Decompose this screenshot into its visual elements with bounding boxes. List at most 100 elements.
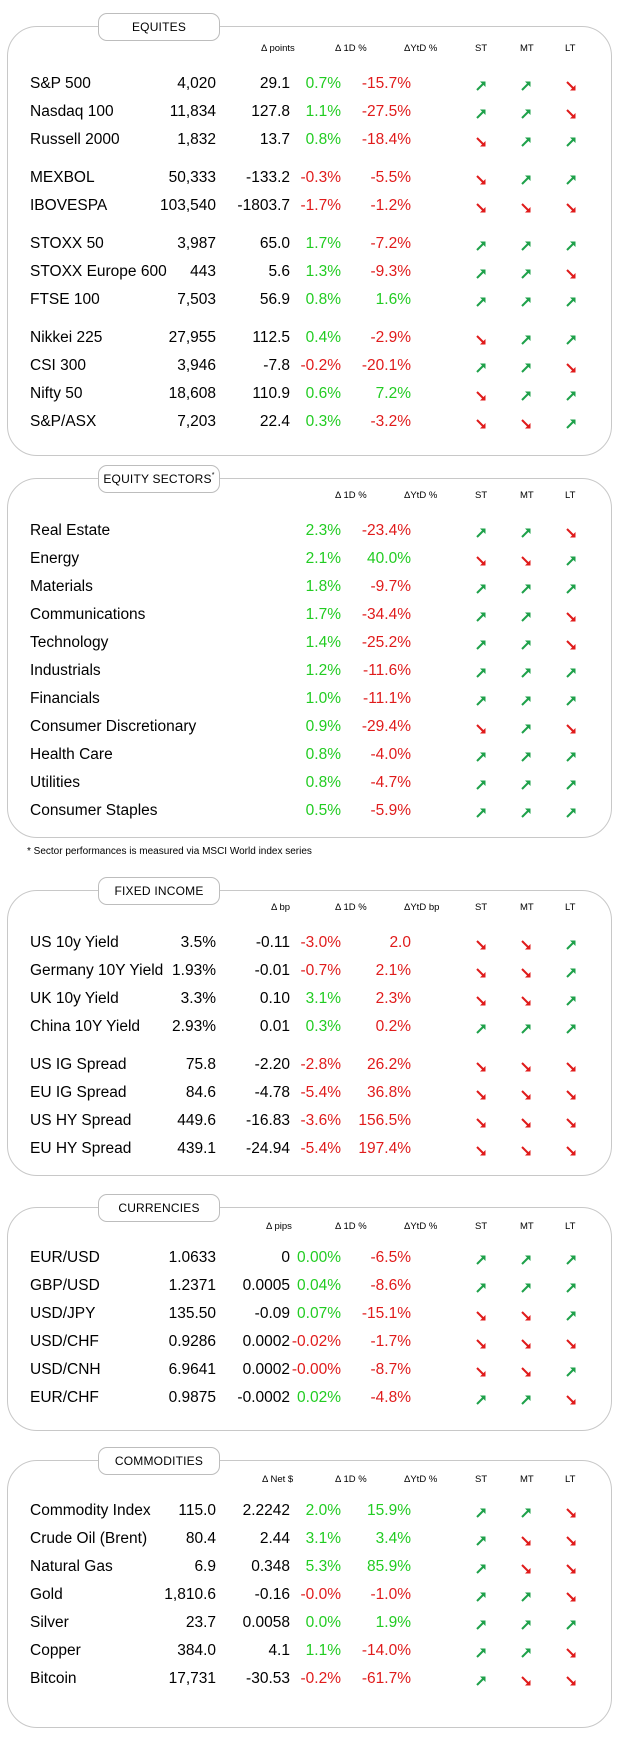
trend-st-down-arrow-icon — [475, 1337, 487, 1349]
trend-mt-down-arrow-icon — [520, 1365, 532, 1377]
row-value: 1.93% — [172, 962, 216, 979]
row-1d-change: 1.3% — [305, 263, 341, 280]
row-ytd-change: -15.7% — [361, 75, 411, 92]
trend-lt-down-arrow-icon — [565, 1144, 577, 1156]
row-name: FTSE 100 — [30, 291, 100, 308]
trend-lt-down-arrow-icon — [565, 107, 577, 119]
header-change: Δ bp — [271, 902, 291, 913]
table-row: S&P/ASX 7,203 22.4 0.3% -3.2% — [8, 408, 611, 436]
row-1d-change: -0.0% — [300, 1586, 342, 1603]
row-name: USD/CHF — [30, 1333, 99, 1350]
trend-lt-up-arrow-icon — [565, 1253, 577, 1265]
header-mt: MT — [520, 902, 534, 913]
row-name: Real Estate — [30, 522, 111, 539]
header-ytd: ΔYtD % — [404, 1221, 438, 1232]
trend-mt-down-arrow-icon — [520, 417, 532, 429]
row-change: -24.94 — [246, 1140, 290, 1157]
row-value: 115.0 — [178, 1502, 216, 1519]
table-row: Technology 1.4% -25.2% — [8, 629, 611, 657]
row-name: Commodity Index — [30, 1502, 151, 1519]
row-value: 135.50 — [168, 1305, 216, 1322]
table-row: Germany 10Y Yield 1.93% -0.01 -0.7% 2.1% — [8, 957, 611, 985]
row-name: S&P/ASX — [30, 413, 97, 430]
table-row: S&P 500 4,020 29.1 0.7% -15.7% — [8, 70, 611, 98]
trend-st-down-arrow-icon — [475, 966, 487, 978]
table-row: IBOVESPA 103,540 -1803.7 -1.7% -1.2% — [8, 192, 611, 220]
trend-lt-up-arrow-icon — [565, 1618, 577, 1630]
row-name: Health Care — [30, 746, 113, 763]
trend-st-up-arrow-icon — [475, 750, 487, 762]
table-row: USD/CHF 0.9286 0.0002 -0.02% -1.7% — [8, 1328, 611, 1356]
row-1d-change: 0.0% — [305, 1614, 341, 1631]
header-mt: MT — [520, 490, 534, 501]
row-1d-change: -0.02% — [291, 1333, 341, 1350]
row-ytd-change: -8.6% — [370, 1277, 412, 1294]
row-value: 23.7 — [185, 1614, 216, 1631]
trend-mt-down-arrow-icon — [520, 1060, 532, 1072]
row-name: US HY Spread — [30, 1112, 132, 1129]
row-value: 80.4 — [185, 1530, 216, 1547]
row-name: CSI 300 — [30, 357, 87, 374]
row-ytd-change: 7.2% — [375, 385, 411, 402]
trend-mt-up-arrow-icon — [520, 582, 532, 594]
row-1d-change: -1.7% — [300, 197, 342, 214]
trend-st-down-arrow-icon — [475, 1144, 487, 1156]
table-row: Consumer Staples 0.5% -5.9% — [8, 797, 611, 825]
row-value: 1.2371 — [168, 1277, 216, 1294]
row-name: Materials — [30, 578, 93, 595]
trend-st-up-arrow-icon — [475, 107, 487, 119]
row-ytd-change: -11.6% — [363, 662, 411, 679]
header-st: ST — [475, 43, 488, 54]
row-value: 18,608 — [168, 385, 216, 402]
row-1d-change: 0.8% — [305, 131, 341, 148]
row-name: Technology — [30, 634, 109, 651]
trend-mt-up-arrow-icon — [520, 526, 532, 538]
fixed-income-panel: FIXED INCOME Δ bp Δ 1D % ΔYtD bp ST MT L… — [7, 877, 612, 1176]
row-name: Consumer Discretionary — [30, 718, 197, 735]
row-name: Natural Gas — [30, 1558, 113, 1575]
table-row: Silver 23.7 0.0058 0.0% 1.9% — [8, 1609, 611, 1637]
row-change: -16.83 — [246, 1112, 290, 1129]
row-value: 4,020 — [177, 75, 216, 92]
row-1d-change: 0.4% — [305, 329, 341, 346]
trend-lt-up-arrow-icon — [565, 239, 577, 251]
row-change: -0.01 — [254, 962, 290, 979]
trend-mt-up-arrow-icon — [520, 107, 532, 119]
table-row: Natural Gas 6.9 0.348 5.3% 85.9% — [8, 1553, 611, 1581]
trend-mt-down-arrow-icon — [520, 201, 532, 213]
row-1d-change: -0.2% — [300, 1670, 342, 1687]
trend-st-up-arrow-icon — [475, 1590, 487, 1602]
trend-mt-up-arrow-icon — [520, 1281, 532, 1293]
row-ytd-change: -5.5% — [370, 169, 412, 186]
trend-mt-up-arrow-icon — [520, 1393, 532, 1405]
row-ytd-change: 1.6% — [375, 291, 411, 308]
row-change: 0.0002 — [242, 1333, 290, 1350]
trend-lt-down-arrow-icon — [565, 1116, 577, 1128]
trend-st-down-arrow-icon — [475, 333, 487, 345]
header-1d: Δ 1D % — [335, 1474, 367, 1485]
row-ytd-change: -1.0% — [370, 1586, 412, 1603]
row-ytd-change: 26.2% — [367, 1056, 411, 1073]
row-value: 1,832 — [177, 131, 216, 148]
trend-mt-up-arrow-icon — [520, 295, 532, 307]
table-row: GBP/USD 1.2371 0.0005 0.04% -8.6% — [8, 1272, 611, 1300]
row-ytd-change: -4.8% — [370, 1389, 412, 1406]
header-st: ST — [475, 1474, 488, 1485]
row-value: 3.5% — [180, 934, 216, 951]
table-row: FTSE 100 7,503 56.9 0.8% 1.6% — [8, 286, 611, 314]
trend-lt-down-arrow-icon — [565, 361, 577, 373]
row-name: USD/JPY — [30, 1305, 96, 1322]
row-change: -4.78 — [254, 1084, 290, 1101]
row-1d-change: 0.9% — [305, 718, 341, 735]
row-ytd-change: -1.7% — [370, 1333, 412, 1350]
trend-lt-up-arrow-icon — [565, 938, 577, 950]
trend-lt-down-arrow-icon — [565, 201, 577, 213]
table-row: US HY Spread 449.6 -16.83 -3.6% 156.5% — [8, 1107, 611, 1135]
row-1d-change: 0.3% — [305, 413, 341, 430]
row-ytd-change: 1.9% — [375, 1614, 411, 1631]
row-ytd-change: -8.7% — [370, 1361, 412, 1378]
trend-mt-up-arrow-icon — [520, 694, 532, 706]
table-row: EU IG Spread 84.6 -4.78 -5.4% 36.8% — [8, 1079, 611, 1107]
row-1d-change: 2.3% — [305, 522, 341, 539]
table-row: STOXX 50 3,987 65.0 1.7% -7.2% — [8, 230, 611, 258]
